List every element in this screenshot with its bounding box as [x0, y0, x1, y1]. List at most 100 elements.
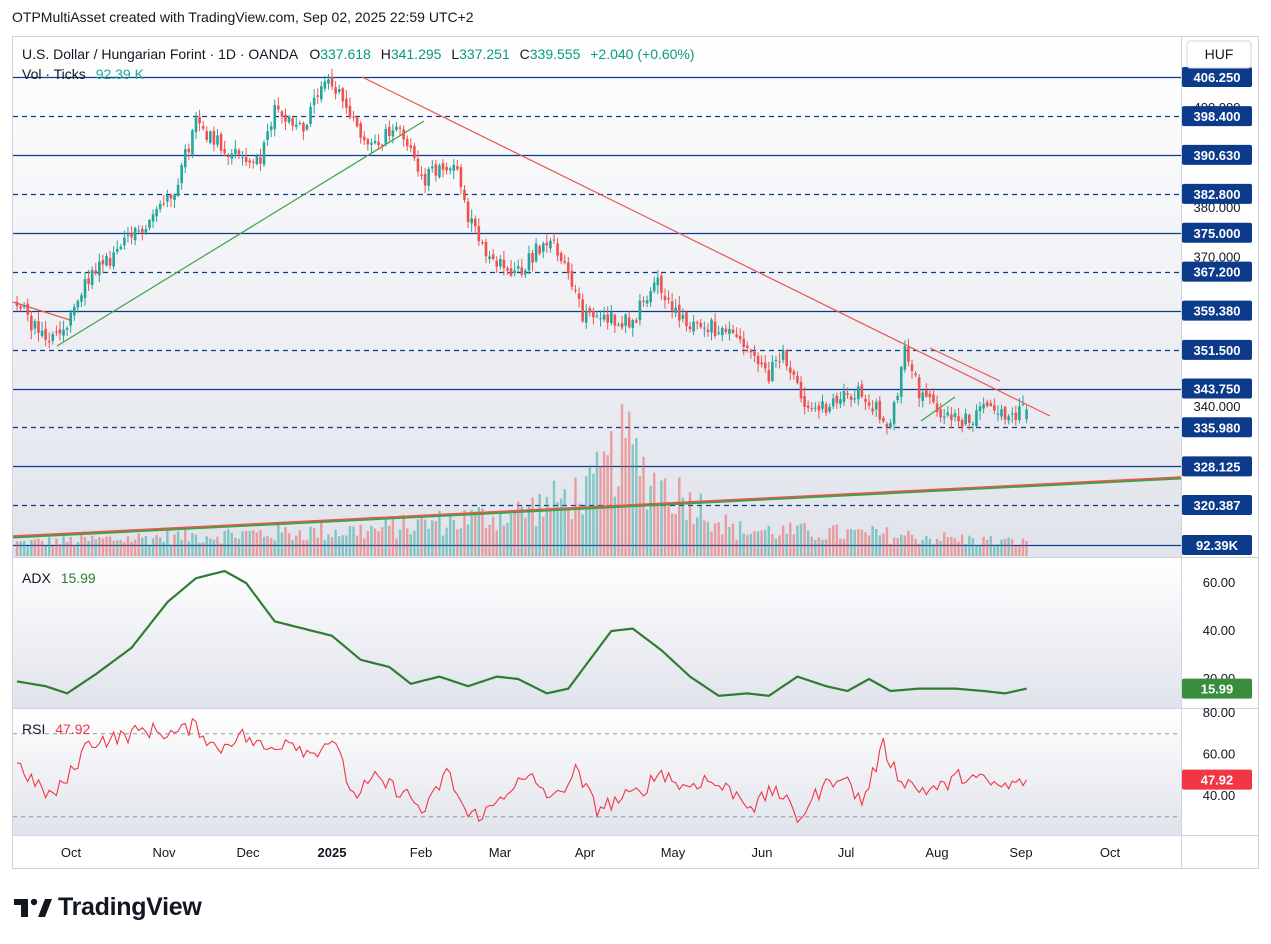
- volume-bar: [355, 535, 359, 556]
- candle-body: [94, 270, 98, 274]
- candle-body: [584, 310, 588, 323]
- candle-body: [914, 373, 917, 376]
- level-tag-text: 382.800: [1194, 187, 1241, 202]
- volume-bar: [1011, 539, 1014, 556]
- candle-body: [309, 106, 312, 125]
- volume-bar: [896, 537, 899, 556]
- volume-bar: [441, 535, 445, 556]
- candle-body: [624, 314, 627, 326]
- volume-bar: [778, 535, 781, 556]
- candle-body: [509, 268, 513, 276]
- candle-body: [892, 402, 896, 424]
- volume-bar: [273, 540, 276, 556]
- downtrend-line: [361, 76, 1051, 417]
- volume-bar: [105, 536, 108, 556]
- candle-body: [355, 117, 359, 127]
- volume-bar: [395, 538, 398, 556]
- candle-body: [602, 314, 606, 320]
- volume-bar: [51, 546, 54, 556]
- candle-body: [957, 416, 960, 422]
- price-tick-label: 340.000: [1194, 399, 1241, 414]
- candle-body: [846, 393, 849, 395]
- candle-body: [753, 351, 756, 356]
- candle-body: [423, 173, 427, 186]
- volume-bar: [513, 510, 516, 556]
- volume-bar: [377, 531, 380, 556]
- candle-body: [502, 259, 506, 268]
- candle-body: [323, 81, 327, 89]
- volume-bar: [864, 532, 867, 556]
- candle-body: [724, 328, 728, 332]
- candle-body: [792, 371, 796, 375]
- candle-body: [942, 416, 946, 418]
- candle-body: [767, 370, 771, 382]
- candle-body: [520, 267, 524, 275]
- time-axis-label: Feb: [410, 845, 432, 860]
- adx-pane: [13, 558, 1181, 708]
- candle-body: [72, 306, 76, 316]
- candle-body: [638, 300, 642, 321]
- candle-body: [33, 321, 37, 329]
- candle-body: [567, 262, 570, 274]
- level-tag: 328.125: [1182, 456, 1252, 477]
- rsi-tick-label: 80.00: [1203, 705, 1236, 720]
- candle-body: [105, 255, 108, 266]
- volume-bar: [116, 540, 119, 556]
- candle-body: [524, 270, 527, 275]
- high-value: 341.295: [391, 46, 442, 62]
- candle-body: [244, 156, 248, 162]
- volume-bar: [230, 532, 233, 556]
- candle-body: [320, 86, 323, 100]
- volume-bar: [939, 541, 942, 556]
- volume-bar: [900, 534, 903, 556]
- volume-bar: [345, 535, 348, 556]
- level-tag-text: 351.500: [1194, 343, 1241, 358]
- volume-bar: [69, 536, 72, 556]
- candle-body: [609, 312, 613, 324]
- volume-bar: [667, 501, 670, 556]
- volume-bar: [159, 537, 162, 556]
- candle-body: [746, 345, 749, 348]
- candle-body: [1007, 416, 1010, 421]
- adx-tick-label: 40.00: [1203, 623, 1236, 638]
- candle-body: [556, 243, 559, 256]
- candle-body: [334, 87, 337, 94]
- tradingview-logo-text: TradingView: [58, 893, 202, 921]
- volume-value-tag-bg: [1182, 535, 1252, 555]
- volume-bar: [531, 497, 534, 556]
- volume-bar: [907, 530, 910, 556]
- volume-bar: [398, 529, 402, 556]
- volume-bar: [1021, 538, 1025, 556]
- volume-bar: [774, 538, 778, 556]
- candle-body: [388, 126, 391, 136]
- volume-bar: [953, 538, 957, 556]
- adx-line: [16, 569, 1027, 697]
- time-axis-label: Jul: [838, 845, 855, 860]
- candle-body: [635, 320, 638, 323]
- candle-body: [90, 270, 94, 285]
- candle-body: [302, 122, 305, 132]
- candle-body: [642, 300, 645, 302]
- candle-body: [223, 149, 226, 154]
- level-tag-bg: [1182, 378, 1252, 399]
- candle-body: [273, 105, 277, 130]
- candle-body: [871, 408, 874, 412]
- candle-body: [327, 79, 330, 84]
- volume-bar: [649, 485, 652, 556]
- candle-body: [55, 331, 58, 333]
- tradingview-logo[interactable]: TradingView: [14, 893, 202, 922]
- volume-bar: [627, 411, 631, 556]
- volume-bar: [760, 530, 763, 556]
- currency-button[interactable]: [1186, 40, 1252, 69]
- chart-frame[interactable]: [12, 36, 1259, 869]
- volume-bar: [792, 534, 796, 556]
- volume-bar: [255, 532, 259, 556]
- volume-bar: [388, 525, 391, 556]
- volume-bar: [262, 536, 266, 556]
- volume-bar: [420, 517, 423, 556]
- candle-body: [119, 246, 123, 250]
- volume-bar: [878, 535, 881, 556]
- volume-bar: [15, 541, 19, 556]
- level-tag-bg: [1182, 339, 1252, 360]
